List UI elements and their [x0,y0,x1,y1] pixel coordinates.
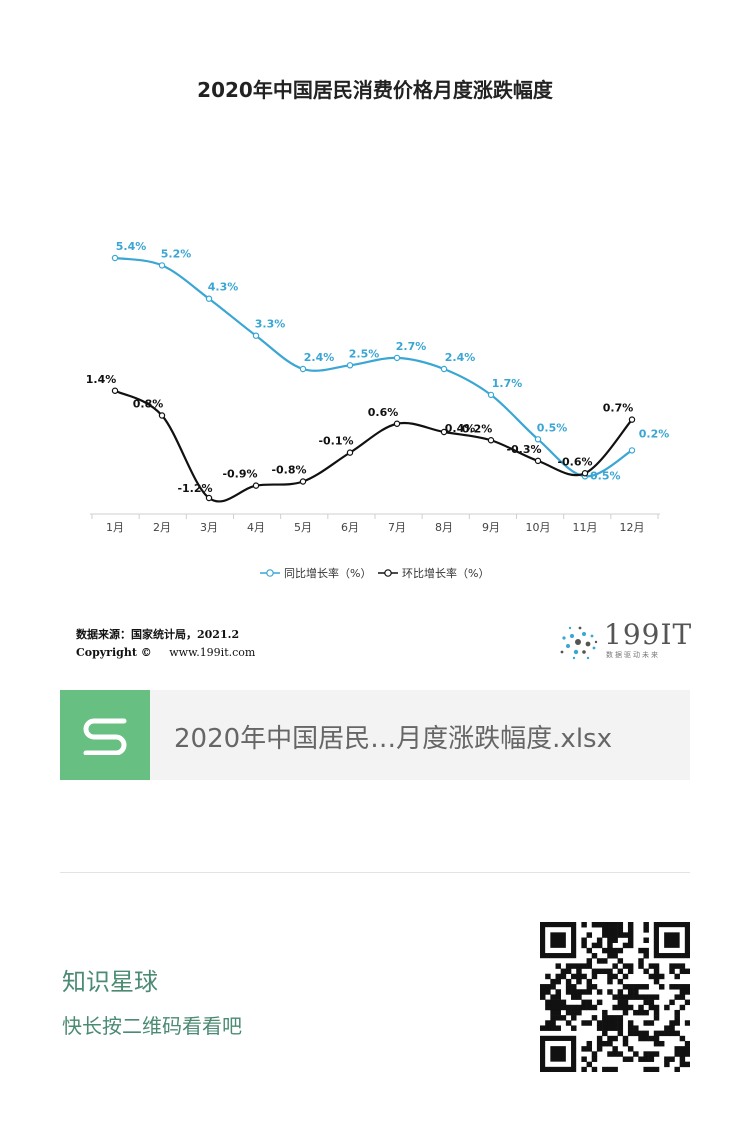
x-tick-label: 5月 [294,521,312,534]
legend-marker [384,569,392,577]
data-label: -0.5% [585,469,620,482]
data-point [440,428,448,436]
data-label: 2.4% [304,351,335,364]
data-point [205,295,213,302]
data-label: 5.2% [161,247,192,260]
brand-tagline: 数据驱动未来 [606,651,660,659]
data-point [111,387,119,394]
data-label: 0.5% [537,421,568,434]
data-label: 2.4% [445,351,476,364]
data-label: 4.3% [208,281,239,294]
data-point [346,449,354,456]
data-label: 1.4% [86,373,117,386]
data-point [393,354,401,362]
data-point [440,365,448,373]
data-point [252,332,260,339]
chart-title: 2020年中国居民消费价格月度涨跌幅度 [197,78,553,102]
data-label: -0.6% [557,455,592,468]
data-label: 0.7% [603,402,634,415]
copyright: Copyright © www.199it.com [76,646,255,659]
data-point [534,436,542,443]
copyright-label: Copyright © [76,646,152,659]
brand-name: 199IT [604,618,693,651]
legend-label: 同比增长率（%） [284,566,371,580]
data-label: 0.2% [639,427,670,440]
planet-title: 知识星球 [62,968,158,996]
x-tick-label: 3月 [200,521,218,534]
x-tick-label: 9月 [482,521,500,534]
chart-card: 2020年中国居民消费价格月度涨跌幅度 1月 2月 3月 4月 5月 6月 7月 8月 9月 10… [76,78,693,660]
x-tick-label: 1月 [106,521,124,534]
data-point [346,362,354,369]
x-tick-label: 12月 [620,521,645,534]
x-tick-label: 4月 [247,521,265,534]
source-url[interactable]: www.199it.com [169,646,256,659]
x-tick-label: 6月 [341,521,359,534]
data-source: 数据来源：国家统计局，2021.2 [76,628,240,641]
data-label: 2.5% [349,347,380,360]
data-point [628,447,636,454]
data-label: -0.1% [318,435,353,448]
data-label: 5.4% [116,240,147,253]
data-label: -0.3% [506,443,541,456]
line-chart: 1月 2月 3月 4月 5月 6月 7月 8月 9月 10月 11月 12月 5.4% 5.2% 4.3% 3… [86,240,670,580]
data-point [205,494,213,502]
data-point [534,457,542,465]
x-tick-label: 8月 [435,521,453,534]
legend-label: 环比增长率（%） [402,566,489,580]
series-line [114,389,633,503]
brand-logo-icon [560,626,598,660]
data-label: 0.4% [445,422,476,435]
x-tick-label: 2月 [153,521,171,534]
data-point [252,482,260,489]
data-point [487,391,495,399]
data-label: 3.3% [255,318,286,331]
data-label: 2.7% [396,340,427,353]
series-line [114,256,633,478]
qr-code-icon[interactable] [540,922,690,1072]
data-label: 0.8% [133,398,164,411]
data-label: -0.9% [222,468,257,481]
x-tick-label: 7月 [388,521,406,534]
x-tick-label: 11月 [573,521,598,534]
x-tick-label: 10月 [526,521,551,534]
data-point [158,412,166,419]
data-point [111,254,119,262]
data-label: 0.6% [368,406,399,419]
legend-marker [266,569,274,577]
data-label: 0.2% [462,422,493,435]
data-label: -1.2% [177,482,212,495]
data-point [628,416,636,423]
data-label: -0.8% [271,464,306,477]
data-point [487,437,495,444]
file-name[interactable]: 2020年中国居民…月度涨跌幅度.xlsx [174,724,612,754]
planet-hint: 快长按二维码看看吧 [62,1014,242,1038]
data-label: 1.7% [492,377,523,390]
data-point [581,470,589,477]
data-point [393,420,401,427]
file-attachment[interactable]: 2020年中国居民…月度涨跌幅度.xlsx [60,690,690,780]
data-point [158,262,166,269]
divider [60,872,690,873]
data-point [299,365,307,373]
spreadsheet-s-icon [60,690,150,780]
data-point [299,478,307,485]
